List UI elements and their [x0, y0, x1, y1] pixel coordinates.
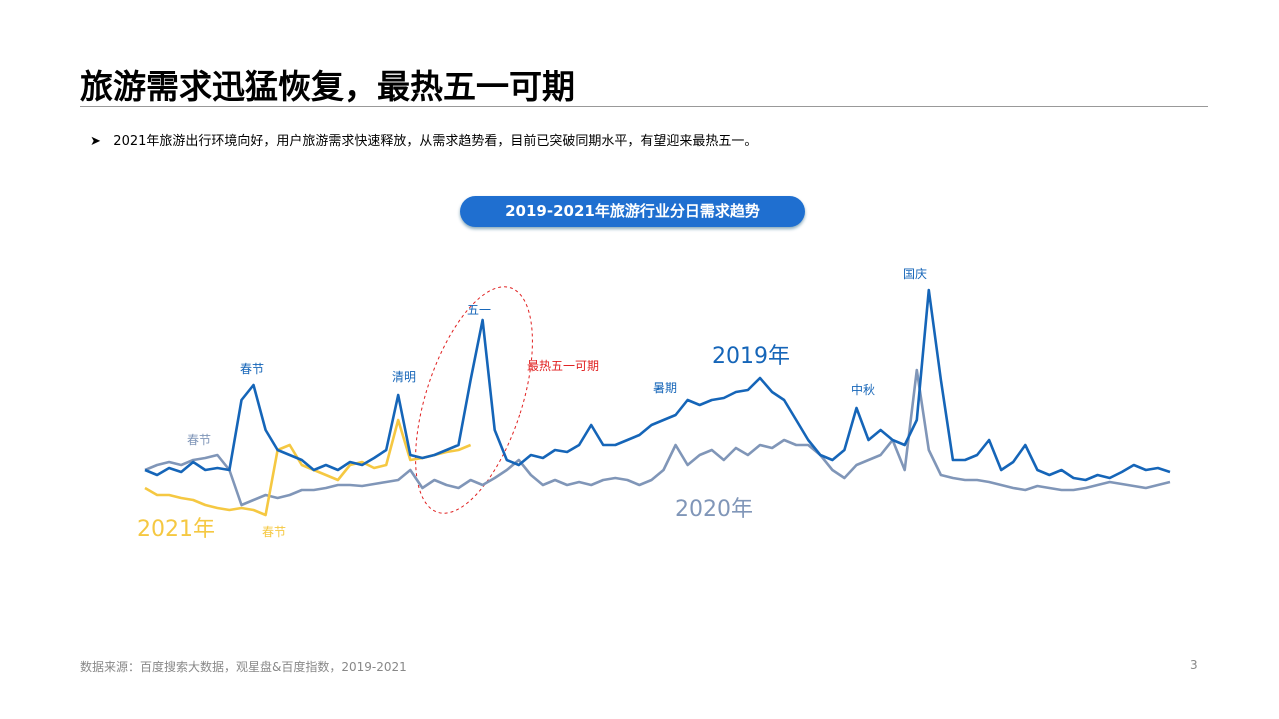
annotation: 暑期	[653, 381, 677, 395]
series-label: 2020年	[675, 497, 753, 522]
annotation: 清明	[392, 370, 416, 384]
title: 旅游需求迅猛恢复，最热五一可期	[80, 67, 575, 106]
series-label: 2019年	[712, 344, 790, 369]
chart-title: 2019-2021年旅游行业分日需求趋势	[460, 196, 805, 227]
annotation: 国庆	[903, 267, 927, 281]
bullet-text: 2021年旅游出行环境向好，用户旅游需求快速释放，从需求趋势看，目前已突破同期水…	[113, 134, 758, 149]
annotation: 五一	[467, 303, 491, 317]
bullet: ➤ 2021年旅游出行环境向好，用户旅游需求快速释放，从需求趋势看，目前已突破同…	[90, 130, 757, 149]
annotation: 中秋	[851, 382, 875, 397]
series-label: 2021年	[137, 517, 215, 542]
series-line	[144, 368, 1171, 507]
source: 数据来源：百度搜索大数据，观星盘&百度指数，2019-2021	[80, 660, 407, 674]
annotation: 最热五一可期	[527, 359, 599, 373]
bullet-icon: ➤	[90, 134, 114, 149]
rule	[80, 106, 1208, 107]
series-line	[144, 288, 1171, 482]
highlight-ellipse	[415, 286, 533, 514]
page-number: 3	[1190, 658, 1198, 672]
annotation: 春节	[187, 433, 211, 447]
annotation: 春节	[262, 525, 286, 539]
series-line	[144, 418, 472, 517]
annotation: 春节	[240, 362, 264, 376]
